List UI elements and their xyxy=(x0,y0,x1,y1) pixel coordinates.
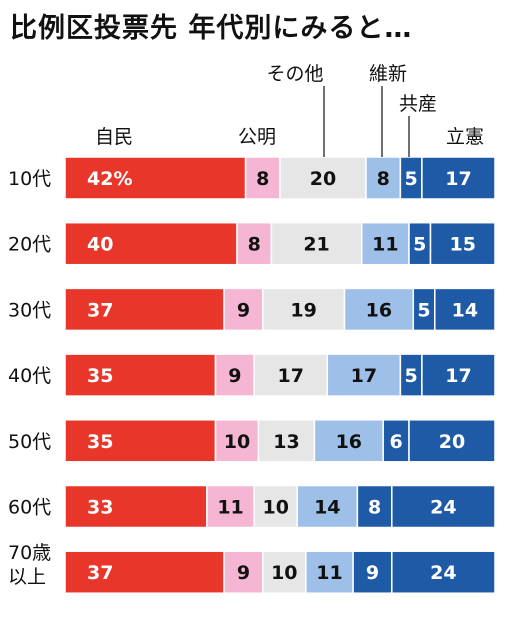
data-label: 17 xyxy=(351,365,377,387)
bar-segment xyxy=(236,221,273,266)
data-label: 11 xyxy=(372,234,398,256)
row-label: 20代 xyxy=(8,234,51,256)
data-label: 11 xyxy=(217,497,243,519)
bar-segment xyxy=(64,287,225,332)
data-label: 37 xyxy=(87,299,113,321)
legend-label: 立憲 xyxy=(446,126,484,148)
legend-label: 共産 xyxy=(399,93,437,115)
bar-segment xyxy=(365,156,402,200)
data-label: 15 xyxy=(450,234,476,256)
data-label: 20 xyxy=(310,168,336,190)
data-label: 33 xyxy=(87,497,113,519)
bar-segment xyxy=(305,550,354,594)
bar-segment xyxy=(408,419,496,463)
data-label: 10 xyxy=(271,562,297,584)
bar-segment xyxy=(64,353,217,397)
row-label: 50代 xyxy=(8,431,51,453)
legend-label: 維新 xyxy=(369,63,407,85)
row-label: 60代 xyxy=(8,497,51,519)
bar-segment xyxy=(214,353,255,397)
data-label: 14 xyxy=(452,299,478,321)
data-label: 20 xyxy=(439,431,465,453)
data-label: 24 xyxy=(430,562,456,584)
data-label: 40 xyxy=(87,234,113,256)
bar-segment xyxy=(313,419,384,463)
data-label: 17 xyxy=(445,168,471,190)
data-label: 21 xyxy=(303,234,329,256)
bar-segment xyxy=(429,221,496,266)
data-label: 19 xyxy=(290,299,316,321)
bar-segment xyxy=(253,353,329,397)
data-label: 5 xyxy=(413,234,426,256)
data-label: 9 xyxy=(237,562,250,584)
row-label: 30代 xyxy=(8,299,51,321)
data-label: 35 xyxy=(87,365,113,387)
bar-segment xyxy=(360,221,410,266)
data-label: 24 xyxy=(430,497,456,519)
legend-label: 自民 xyxy=(95,126,133,148)
bar-segment xyxy=(64,221,238,266)
data-label: 8 xyxy=(368,497,381,519)
data-label: 8 xyxy=(377,168,390,190)
bar-segment xyxy=(244,156,281,200)
bar-segment xyxy=(64,156,247,200)
row-label: 40代 xyxy=(8,365,51,387)
data-label: 8 xyxy=(256,168,269,190)
data-label: 5 xyxy=(405,365,418,387)
bar-segment xyxy=(64,419,217,463)
bar-segment xyxy=(296,484,359,529)
data-label: 5 xyxy=(405,168,418,190)
data-label: 9 xyxy=(366,562,379,584)
data-label: 9 xyxy=(228,365,241,387)
bar-segment xyxy=(257,419,316,463)
data-label: 9 xyxy=(237,299,250,321)
data-label: 8 xyxy=(248,234,261,256)
bar-segment xyxy=(391,484,496,529)
data-label: 6 xyxy=(389,431,402,453)
data-label: 16 xyxy=(366,299,392,321)
bar-segment xyxy=(206,484,255,529)
bar-segment xyxy=(270,221,363,266)
bar-segment xyxy=(279,156,367,200)
bar-segment xyxy=(64,550,225,594)
bar-segment xyxy=(262,287,346,332)
data-label: 16 xyxy=(336,431,362,453)
legend-label: その他 xyxy=(266,63,323,85)
bar-segment xyxy=(434,287,496,332)
data-label: 13 xyxy=(273,431,299,453)
row-label: 70歳以上 xyxy=(8,542,51,588)
data-label: 14 xyxy=(314,497,340,519)
bar-segment xyxy=(421,353,496,397)
data-label: 37 xyxy=(87,562,113,584)
data-label: 35 xyxy=(87,431,113,453)
bar-segment xyxy=(253,484,298,529)
bar-segment xyxy=(262,550,307,594)
bar-segment xyxy=(64,484,208,529)
data-label: 10 xyxy=(262,497,288,519)
data-label: 10 xyxy=(224,431,250,453)
bar-segment xyxy=(391,550,496,594)
data-label: 11 xyxy=(316,562,342,584)
data-label: 5 xyxy=(417,299,430,321)
row-label: 10代 xyxy=(8,168,51,190)
data-label: 17 xyxy=(445,365,471,387)
data-label: 17 xyxy=(278,365,304,387)
bar-segment xyxy=(421,156,496,200)
chart-title: 比例区投票先 年代別にみると… xyxy=(10,13,413,44)
bar-segment xyxy=(352,550,393,594)
legend-label: 公明 xyxy=(238,126,276,148)
data-label: 42% xyxy=(87,168,132,190)
